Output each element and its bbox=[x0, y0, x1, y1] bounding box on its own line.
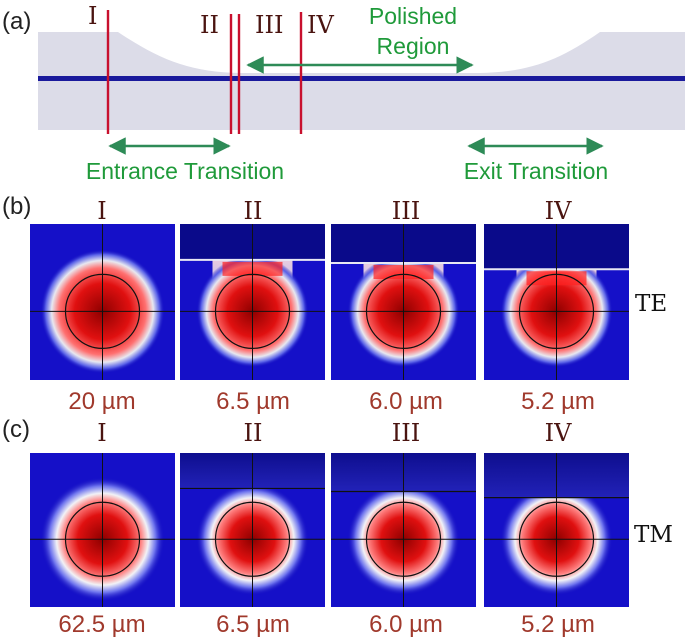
c-title-III: III bbox=[392, 419, 420, 447]
tm-core-outline bbox=[214, 501, 291, 577]
exit-transition-label: Exit Transition bbox=[464, 158, 608, 184]
tm-core-outline bbox=[518, 501, 595, 577]
te-tile-II bbox=[180, 224, 325, 380]
tm-tile-II bbox=[180, 453, 325, 607]
te-tile-IV bbox=[484, 224, 629, 380]
te-core-outline bbox=[64, 273, 141, 349]
panel-c-label: (c) bbox=[2, 416, 30, 443]
tm-tile-I bbox=[30, 453, 175, 607]
te-mode-tiles bbox=[30, 224, 629, 380]
te-mode-label: TE bbox=[635, 291, 667, 317]
entrance-transition-label: Entrance Transition bbox=[86, 158, 284, 184]
te-core-outline bbox=[214, 273, 291, 349]
panel-b-label: (b) bbox=[2, 193, 31, 220]
polished-label-line1: Polished bbox=[369, 3, 457, 29]
line-label-IV: IV bbox=[307, 11, 334, 39]
polished-label-line2: Region bbox=[377, 33, 450, 59]
tm-tile-III bbox=[331, 453, 476, 607]
line-label-III: III bbox=[255, 11, 283, 39]
b-title-III: III bbox=[392, 197, 420, 225]
b-value-I: 20 µm bbox=[68, 388, 135, 415]
te-core-outline bbox=[365, 273, 442, 349]
line-label-II: II bbox=[200, 11, 219, 39]
tm-core-outline bbox=[365, 501, 442, 577]
te-tile-I bbox=[30, 224, 175, 380]
c-title-II: II bbox=[244, 419, 263, 447]
b-title-IV: IV bbox=[545, 197, 572, 225]
b-title-II: II bbox=[244, 197, 263, 225]
c-title-IV: IV bbox=[545, 419, 572, 447]
te-core-outline bbox=[518, 273, 595, 349]
tm-mode-tiles bbox=[30, 453, 629, 607]
tm-mode-label: TM bbox=[634, 522, 673, 548]
tm-tile-IV bbox=[484, 453, 629, 607]
tm-core-outline bbox=[64, 501, 141, 577]
b-value-III: 6.0 µm bbox=[369, 388, 443, 415]
c-value-III: 6.0 µm bbox=[369, 611, 443, 638]
c-value-II: 6.5 µm bbox=[216, 611, 290, 638]
c-title-I: I bbox=[97, 419, 106, 447]
c-value-I: 62.5 µm bbox=[58, 611, 145, 638]
b-title-I: I bbox=[97, 197, 106, 225]
fiber-core bbox=[38, 76, 685, 81]
panel-a-label: (a) bbox=[2, 8, 31, 35]
c-value-IV: 5.2 µm bbox=[521, 611, 595, 638]
b-value-II: 6.5 µm bbox=[216, 388, 290, 415]
line-label-I: I bbox=[88, 2, 97, 30]
te-tile-III bbox=[331, 224, 476, 380]
b-value-IV: 5.2 µm bbox=[521, 388, 595, 415]
